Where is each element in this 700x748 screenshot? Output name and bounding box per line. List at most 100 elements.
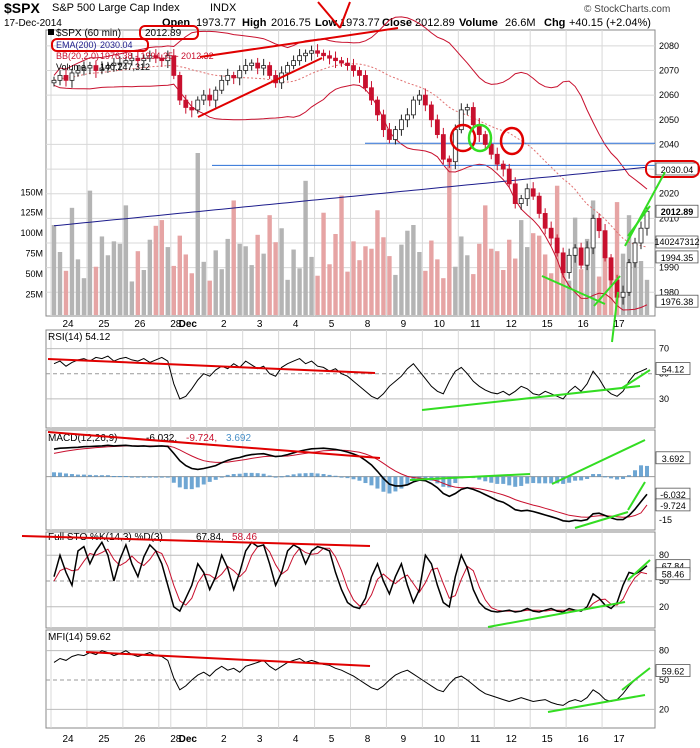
legend-volume-name: Volume — [56, 62, 86, 72]
volume-bar — [93, 266, 99, 315]
candle-body — [189, 107, 195, 111]
candle-body — [87, 65, 93, 69]
legend-swatch-price — [48, 29, 54, 35]
candle-body — [327, 55, 332, 59]
annotation-trendline-red — [47, 431, 381, 459]
volume-bar — [141, 270, 147, 315]
annotation-trendline-green — [627, 481, 646, 511]
x-axis-label-Dec: Dec — [179, 319, 198, 330]
candle-body — [542, 213, 548, 229]
candle-body — [434, 119, 440, 135]
volume-bar — [87, 190, 93, 315]
volume-bar — [429, 240, 434, 315]
volume-axis-label-150M: 150M — [20, 187, 43, 197]
volume-bar — [321, 212, 326, 315]
candle-body — [554, 237, 560, 254]
candle-body — [207, 94, 213, 101]
macd-histogram-bar — [435, 476, 440, 484]
volume-bar — [465, 255, 470, 315]
price-tag-box-2012.89 — [655, 204, 699, 218]
annotation-circle-red — [449, 123, 477, 153]
volume-bar — [153, 225, 159, 315]
annotation-circle-price-value — [139, 25, 199, 40]
x-axis-label-17: 17 — [614, 319, 626, 330]
macd-histogram-bar — [405, 476, 410, 486]
volume-bar — [447, 157, 452, 315]
volume-bar — [369, 248, 374, 315]
x-axis-label-5: 5 — [329, 319, 335, 330]
candle-body — [63, 75, 69, 81]
candle-body — [303, 52, 308, 57]
price-tick-label-1990: 1990 — [659, 263, 679, 273]
volume-bar — [63, 270, 69, 315]
annotation-trendline-green — [547, 694, 646, 713]
macd-histogram-bar — [381, 476, 386, 492]
candle-body — [494, 153, 500, 165]
candle-body — [225, 75, 231, 81]
volume-label: Volume — [459, 17, 498, 29]
chg-value: +40.15 (+2.04%) — [569, 17, 651, 29]
volume-bar — [249, 265, 254, 315]
volume-bar — [345, 271, 350, 315]
volume-bar — [315, 275, 320, 315]
volume-bar — [471, 274, 476, 315]
x-axis-label-12: 12 — [506, 319, 518, 330]
rsi-line — [53, 355, 648, 400]
macd-histogram-bar — [189, 476, 194, 490]
x-axis-label-28: 28 — [170, 319, 182, 330]
volume-bar — [297, 268, 302, 315]
volume-value: 26.6M — [505, 17, 536, 29]
macd-histogram-bar — [351, 476, 356, 480]
macd-histogram-bar — [93, 475, 98, 477]
annotation-trendline-green — [409, 473, 531, 481]
volume-bar — [117, 243, 123, 315]
macd-histogram-bar — [627, 475, 632, 477]
volume-bar — [99, 236, 105, 315]
x-axis-label-2: 2 — [221, 734, 227, 745]
macd-histogram-bar — [111, 476, 116, 478]
candle-body — [512, 183, 518, 204]
volume-tag: 140247312 — [654, 237, 699, 247]
volume-bar — [51, 225, 57, 315]
candle-body — [602, 230, 608, 259]
x-axis-label-4: 4 — [293, 734, 299, 745]
sto-tag-box-58.46 — [655, 567, 691, 581]
candle-body — [590, 217, 596, 249]
x-axis-label-Dec: Dec — [179, 734, 198, 745]
volume-bar — [560, 261, 566, 315]
macd-tag--6.032: -6.032 — [660, 490, 686, 500]
candle-body — [375, 99, 380, 116]
macd-histogram-bar — [621, 476, 626, 479]
annotation-arrow-red — [317, 1, 341, 29]
volume-bar — [417, 252, 422, 315]
annotation-line-green — [541, 275, 606, 305]
x-axis-label-25: 25 — [98, 734, 110, 745]
annotation-arrow-green — [611, 291, 619, 343]
legend-price-value: 2012.89 — [145, 28, 182, 39]
volume-bar — [327, 264, 332, 315]
volume-bar — [578, 269, 584, 315]
volume-bar — [441, 278, 446, 315]
candle-body — [69, 72, 75, 81]
macd-histogram-bar — [495, 476, 500, 484]
macd-tick-label--15: -15 — [659, 515, 672, 525]
volume-bar — [57, 252, 63, 315]
macd-histogram-bar — [597, 474, 602, 477]
sto-tick-label-50: 50 — [659, 576, 669, 586]
macd-histogram-bar — [441, 476, 446, 487]
candle-body — [333, 57, 338, 62]
x-axis-label-24: 24 — [62, 319, 74, 330]
candle-body — [81, 67, 87, 71]
volume-bar — [411, 225, 416, 315]
volume-bar — [507, 239, 512, 315]
candle-body — [584, 247, 590, 266]
volume-bar — [381, 237, 386, 315]
chart-header: $SPX S&P 500 Large Cap Index INDX © Stoc… — [0, 0, 700, 30]
macd-histogram-bar — [81, 474, 86, 477]
candle-body — [147, 55, 153, 59]
macd-histogram-bar — [267, 475, 272, 477]
macd-histogram-bar — [141, 476, 146, 478]
sto-k-line — [53, 540, 648, 613]
rsi-tick-label-30: 30 — [659, 394, 669, 404]
macd-histogram-bar — [387, 476, 392, 494]
